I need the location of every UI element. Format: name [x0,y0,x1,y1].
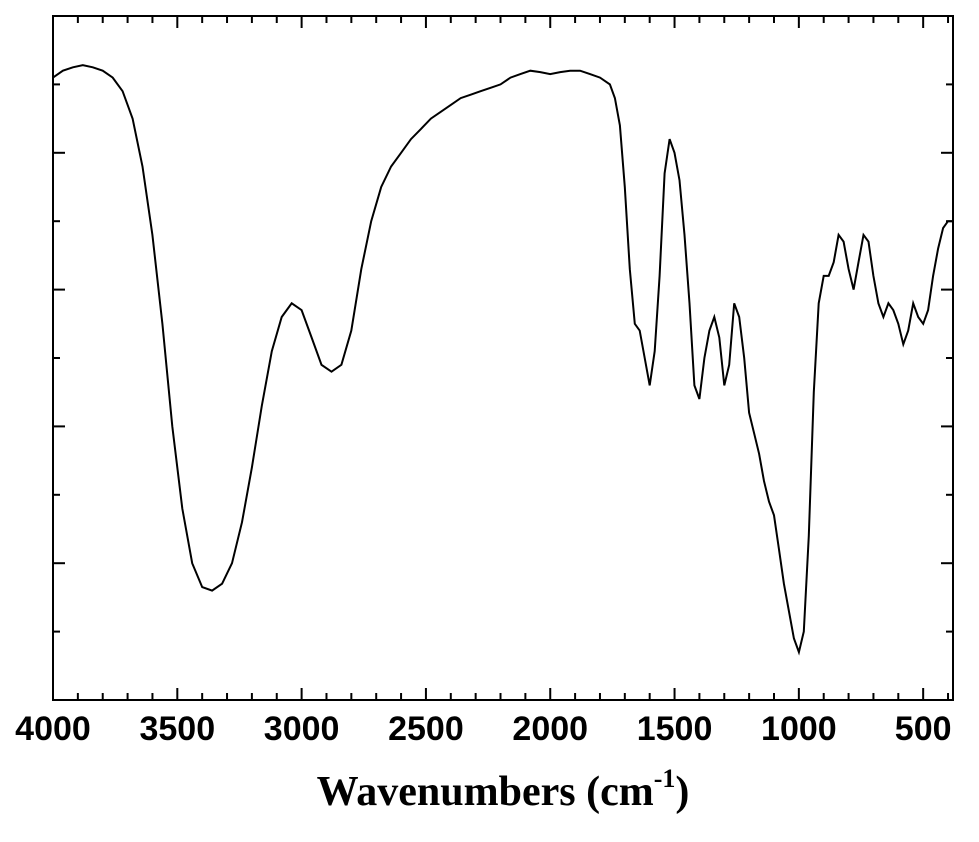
x-tick-label: 2000 [512,710,588,748]
x-tick-label: 3000 [264,710,340,748]
chart-container: 4000 3500 3000 2500 2000 1500 1000 500 Wavenumbe… [0,0,979,842]
x-tick-label: 1500 [637,710,713,748]
x-tick-label: 1000 [761,710,837,748]
x-tick-label: 2500 [388,710,464,748]
plot-border [53,16,953,700]
x-axis-label: Wavenumbers (cm-1) [317,764,690,815]
x-tick-label: 4000 [15,710,91,748]
spectrum-chart: 4000 3500 3000 2500 2000 1500 1000 500 Wavenumbe… [0,0,979,842]
x-tick-label: 500 [895,710,952,748]
spectrum-line [53,65,953,652]
x-tick-label: 3500 [139,710,215,748]
